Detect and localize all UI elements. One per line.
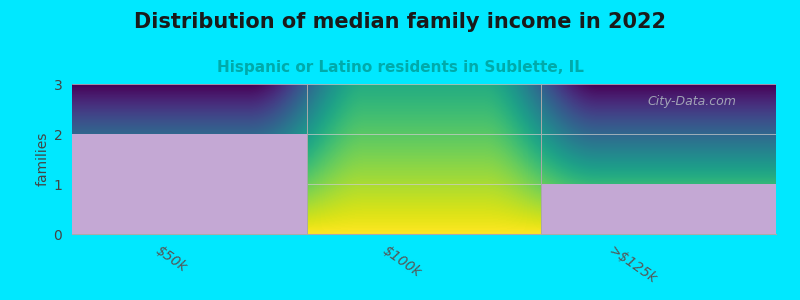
Bar [72,134,306,234]
Bar [542,184,776,234]
Y-axis label: families: families [35,132,50,186]
Text: City-Data.com: City-Data.com [647,95,736,109]
Text: Hispanic or Latino residents in Sublette, IL: Hispanic or Latino residents in Sublette… [217,60,583,75]
Text: Distribution of median family income in 2022: Distribution of median family income in … [134,12,666,32]
